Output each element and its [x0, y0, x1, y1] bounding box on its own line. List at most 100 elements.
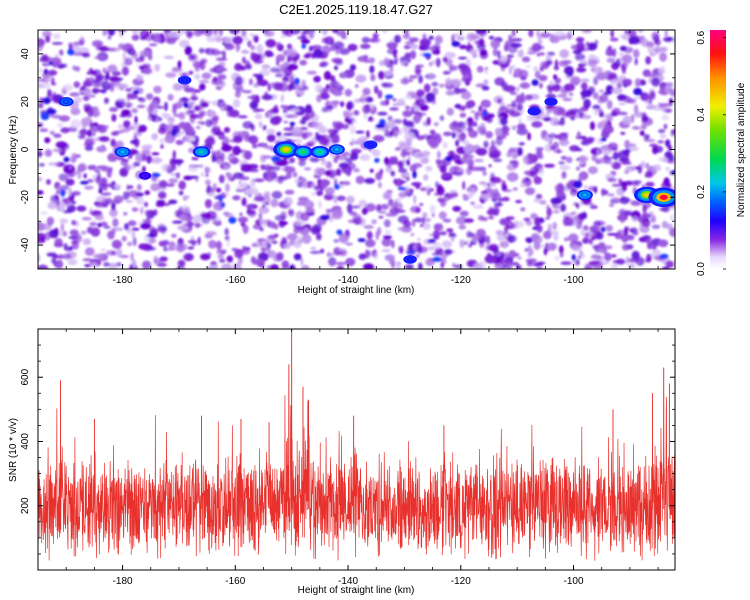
- spectrogram-cell: [439, 115, 445, 121]
- spectrogram-cell: [334, 122, 344, 130]
- spectrogram-cell: [619, 52, 624, 56]
- spectrogram-cell: [628, 30, 637, 38]
- spectrogram-cell: [493, 158, 503, 163]
- spectrogram-cell: [597, 122, 603, 130]
- spectrogram-cell: [329, 81, 341, 88]
- spectrogram-cell: [329, 46, 337, 52]
- spectrogram-cell: [560, 203, 567, 212]
- spectrogram-cell: [603, 92, 612, 95]
- spectrogram-cell: [474, 111, 484, 116]
- spectrogram-cell: [51, 41, 64, 45]
- spectrogram-cell: [468, 244, 472, 248]
- spectrogram-cell: [120, 159, 129, 166]
- spectrogram-cell: [559, 116, 565, 126]
- spectrogram-cell: [458, 106, 466, 112]
- spectrogram-cell: [557, 182, 564, 193]
- spectrogram-cell: [215, 240, 222, 251]
- spectrogram-cell: [374, 85, 379, 94]
- spectrogram-cell: [569, 30, 573, 34]
- spectrogram-cell: [545, 59, 553, 66]
- spectrogram-cell: [293, 227, 300, 234]
- heatmap-hotspot: [273, 141, 299, 158]
- spectrogram-cell: [608, 161, 614, 166]
- spectrogram-cell: [631, 216, 639, 223]
- spectrogram-cell: [282, 66, 287, 73]
- spectrogram-cell: [606, 57, 616, 63]
- spectrogram-cell: [142, 66, 153, 75]
- spectrogram-cell: [233, 135, 243, 143]
- spectrogram-cell: [351, 205, 361, 209]
- spectrogram-cell: [91, 126, 98, 134]
- spectrogram-cell: [429, 129, 436, 135]
- spectrogram-cell: [53, 33, 61, 40]
- spectrogram-cell: [442, 70, 451, 75]
- spectrogram-cell: [502, 125, 508, 135]
- spectrogram-cell: [525, 237, 533, 244]
- spectrogram-cell: [545, 104, 557, 109]
- spectrogram-cell: [60, 189, 66, 197]
- spectrogram-cell: [629, 228, 637, 233]
- spectrogram-cell: [445, 90, 456, 96]
- spectrogram-cell: [418, 46, 426, 51]
- spectrogram-cell: [69, 92, 81, 97]
- spectrogram-cell: [482, 170, 487, 176]
- spectrogram-cell: [478, 181, 487, 185]
- spectrogram-cell: [301, 234, 312, 244]
- spectrogram-cell: [619, 34, 630, 39]
- spectrogram-cell: [265, 39, 276, 48]
- spectrogram-cell: [475, 148, 488, 156]
- spectrogram-cell: [645, 170, 653, 177]
- spectrogram-cell: [62, 83, 73, 92]
- spectrogram-cell: [434, 192, 440, 196]
- spectrogram-cell: [645, 56, 652, 65]
- spectrogram-cell: [131, 108, 138, 114]
- spectrogram-cell: [449, 121, 461, 131]
- spectrogram-cell: [368, 57, 376, 64]
- spectrogram-cell: [255, 108, 265, 112]
- spectrogram-cell: [423, 83, 431, 93]
- spectrogram-cell: [365, 96, 374, 103]
- spectrogram-cell: [349, 211, 357, 216]
- spectrogram-cell: [152, 172, 161, 178]
- snr-spikes: [60, 329, 670, 509]
- spectrogram-cell: [259, 69, 271, 76]
- spectrogram-cell: [384, 254, 395, 261]
- spectrogram-cell: [216, 149, 222, 155]
- spectrogram-cell: [163, 240, 170, 245]
- spectrogram-cell: [605, 224, 613, 232]
- spectrogram-cell: [105, 183, 115, 188]
- spectrogram-cell: [175, 172, 180, 179]
- spectrogram-cell: [65, 178, 75, 186]
- spectrogram-cell: [98, 188, 103, 194]
- spectrogram-cell: [590, 254, 601, 260]
- spectrogram-cell: [478, 105, 483, 112]
- spectrogram-cell: [200, 253, 211, 261]
- spectrogram-cell: [172, 220, 183, 224]
- spectrogram-cell: [582, 114, 592, 120]
- spectrogram-cell: [384, 229, 392, 235]
- spectrogram-cell: [531, 121, 543, 128]
- spectrogram-cell: [136, 192, 144, 197]
- spectrogram-cell: [575, 203, 580, 209]
- spectrogram-cell: [619, 214, 626, 224]
- spectrogram-cell: [319, 214, 330, 220]
- spectrogram-cell: [321, 159, 328, 166]
- spectrogram-cell: [434, 35, 443, 45]
- spectrogram-cell: [336, 229, 343, 235]
- spectrogram-cell: [289, 157, 295, 164]
- spectrogram-cell: [232, 145, 241, 156]
- spectrogram-cell: [207, 193, 217, 197]
- spectrogram-cell: [571, 244, 582, 252]
- spectrogram-cell: [621, 78, 633, 85]
- x-tick: -120: [451, 329, 471, 587]
- spectrogram-cell: [134, 115, 138, 124]
- spectrogram-cell: [335, 168, 342, 176]
- spectrogram-cell: [492, 48, 499, 57]
- spectrogram-cell: [349, 124, 356, 135]
- spectrogram-cell: [384, 157, 390, 165]
- spectrogram-cell: [661, 114, 670, 121]
- spectrogram-cell: [242, 90, 252, 94]
- spectrogram-cell: [372, 135, 385, 143]
- spectrogram-cell: [70, 230, 78, 235]
- spectrogram-cell: [516, 86, 520, 92]
